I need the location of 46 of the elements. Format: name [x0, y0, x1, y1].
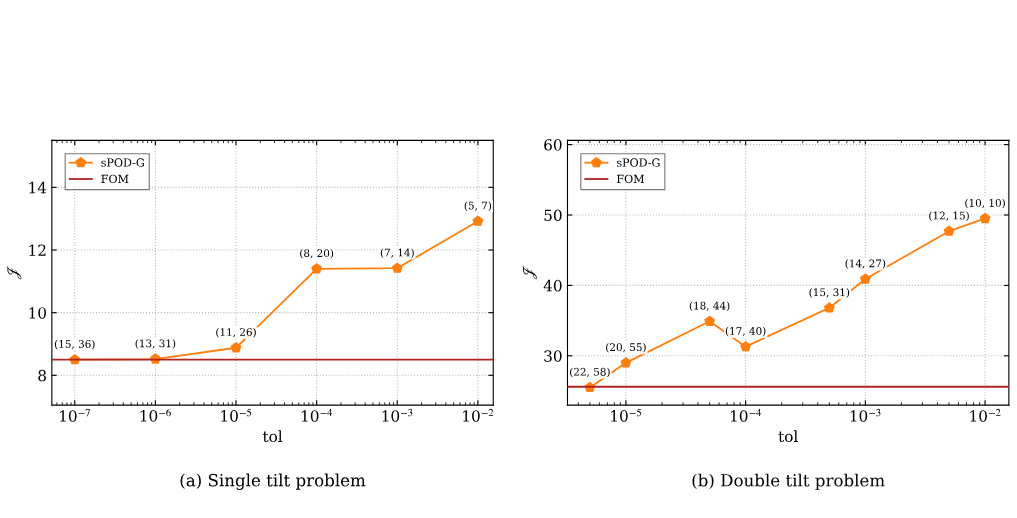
- text: (a) Single tilt problem: [180, 473, 366, 490]
- y-tick-label: 50: [544, 209, 562, 222]
- data-label: (18, 44): [689, 301, 730, 312]
- point: [391, 262, 403, 273]
- data-label: (14, 27): [845, 259, 886, 269]
- y-tick-label: 30: [544, 350, 562, 362]
- legend-label: sPOD-G: [101, 158, 144, 167]
- point: [311, 263, 322, 274]
- x-axis-title: tol: [262, 430, 283, 443]
- data-label: (7, 14): [380, 248, 414, 258]
- legend-label: sPOD-G: [617, 158, 660, 167]
- data-label: (13, 31): [135, 339, 176, 349]
- data-label: (12, 15): [929, 211, 969, 221]
- x-tick-label: 10$^{−3}$: [382, 408, 413, 422]
- x-tick-label: 10$^{−4}$: [730, 408, 762, 422]
- y-tick-label: 12: [29, 244, 46, 256]
- x-axis-title: tol: [778, 430, 798, 443]
- x-tick-label: 10$^{−7}$: [60, 409, 90, 422]
- data-label: (11, 26): [216, 327, 256, 338]
- y-tick-label: 60: [544, 139, 562, 151]
- y-tick-label: 40: [543, 279, 562, 292]
- data-label: (15, 36): [54, 339, 95, 350]
- data-label: (17, 40): [725, 326, 766, 337]
- point: [230, 342, 242, 353]
- data-label: (5, 7): [464, 201, 492, 211]
- legend-label: FOM: [616, 174, 645, 184]
- x-tick-label: 10$^{−2}$: [463, 408, 494, 422]
- data-label: (20, 55): [606, 343, 646, 353]
- x-tick-label: 10$^{−5}$: [611, 408, 642, 422]
- x-tick-label: 10$^{−4}$: [301, 408, 333, 422]
- point: [472, 215, 484, 226]
- y-tick-label: 8: [38, 369, 46, 382]
- x-tick-label: 10$^{−5}$: [221, 408, 252, 422]
- x-tick-label: 10$^{−3}$: [850, 408, 881, 422]
- x-tick-label: 10$^{−2}$: [970, 408, 1001, 422]
- text: (b) Double tilt problem: [692, 473, 885, 490]
- y-axis-title: 𝒥: [7, 266, 22, 280]
- data-label: (10, 10): [965, 198, 1005, 209]
- legend-label: FOM: [101, 174, 129, 184]
- y-tick-label: 14: [29, 181, 47, 194]
- data-label: (22, 58): [570, 367, 610, 378]
- data-label: (15, 31): [809, 288, 850, 298]
- y-tick-label: 10: [29, 307, 46, 319]
- y-axis-title: 𝒥: [522, 266, 538, 280]
- data-label: (8, 20): [300, 249, 334, 259]
- x-tick-label: 10$^{−6}$: [140, 408, 171, 422]
